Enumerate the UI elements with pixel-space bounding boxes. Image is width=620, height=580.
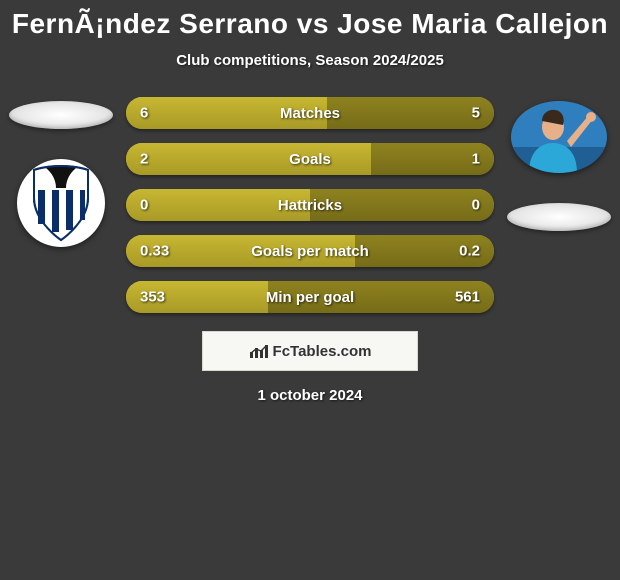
stat-value-left: 6 bbox=[140, 105, 148, 122]
stat-bar: Matches 6 5 bbox=[126, 97, 494, 129]
stat-value-left: 353 bbox=[140, 289, 165, 306]
stat-bar: Goals per match 0.33 0.2 bbox=[126, 235, 494, 267]
stat-value-right: 1 bbox=[472, 151, 480, 168]
left-player-column bbox=[6, 97, 116, 247]
stat-value-left: 2 bbox=[140, 151, 148, 168]
left-club-crest bbox=[17, 159, 105, 247]
stat-fill-left bbox=[126, 143, 371, 175]
date-text: 1 october 2024 bbox=[0, 387, 620, 404]
right-player-photo bbox=[511, 101, 607, 173]
right-player-ellipse bbox=[507, 203, 611, 231]
stats-column: Matches 6 5 Goals 2 1 Hattricks 0 0 Goals per mat… bbox=[116, 97, 504, 313]
right-player-column bbox=[504, 97, 614, 231]
stat-value-left: 0.33 bbox=[140, 243, 169, 260]
page-title: FernÃ¡ndez Serrano vs Jose Maria Callejo… bbox=[0, 0, 620, 40]
player-photo-icon bbox=[511, 101, 607, 173]
stat-label: Goals per match bbox=[251, 243, 369, 260]
stat-label: Hattricks bbox=[278, 197, 342, 214]
stat-label: Matches bbox=[280, 105, 340, 122]
stat-value-right: 5 bbox=[472, 105, 480, 122]
stat-fill-right bbox=[327, 97, 494, 129]
logo-text: FcTables.com bbox=[273, 343, 372, 360]
fctables-logo[interactable]: FcTables.com bbox=[202, 331, 418, 371]
left-player-ellipse bbox=[9, 101, 113, 129]
subtitle: Club competitions, Season 2024/2025 bbox=[0, 52, 620, 69]
stat-value-right: 0 bbox=[472, 197, 480, 214]
stat-value-left: 0 bbox=[140, 197, 148, 214]
stat-value-right: 561 bbox=[455, 289, 480, 306]
stat-label: Goals bbox=[289, 151, 331, 168]
stat-bar: Min per goal 353 561 bbox=[126, 281, 494, 313]
bar-chart-icon bbox=[249, 343, 269, 359]
stat-label: Min per goal bbox=[266, 289, 354, 306]
comparison-row: Matches 6 5 Goals 2 1 Hattricks 0 0 Goals per mat… bbox=[0, 97, 620, 313]
stat-bar: Goals 2 1 bbox=[126, 143, 494, 175]
stat-value-right: 0.2 bbox=[459, 243, 480, 260]
crest-icon bbox=[26, 164, 96, 242]
stat-bar: Hattricks 0 0 bbox=[126, 189, 494, 221]
